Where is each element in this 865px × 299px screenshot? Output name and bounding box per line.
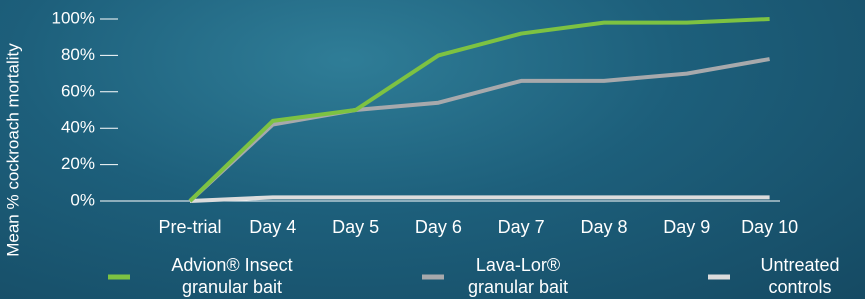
legend-label: controls xyxy=(768,277,831,297)
x-tick-label: Day 7 xyxy=(498,217,545,237)
y-tick-label: 80% xyxy=(61,45,95,64)
x-tick-label: Day 9 xyxy=(663,217,710,237)
y-tick-label: 40% xyxy=(61,118,95,137)
chart: Mean % cockroach mortality 0% 20% 40% 60% 80… xyxy=(0,0,865,299)
y-tick-label: 100% xyxy=(52,8,95,27)
y-tick-label: 20% xyxy=(61,154,95,173)
legend-label: Advion® Insect xyxy=(171,255,292,275)
legend-label: granular bait xyxy=(182,277,282,297)
series-line xyxy=(190,197,770,201)
series-line xyxy=(190,19,770,201)
legend-label: Lava-Lor® xyxy=(476,255,560,275)
x-tick-label: Day 10 xyxy=(741,217,798,237)
x-tick-label: Day 5 xyxy=(332,217,379,237)
y-tick-label: 0% xyxy=(70,190,95,209)
x-tick-label: Day 8 xyxy=(580,217,627,237)
legend-label: Untreated xyxy=(760,255,839,275)
series-line xyxy=(190,59,770,201)
x-tick-label: Day 6 xyxy=(415,217,462,237)
x-tick-label: Pre-trial xyxy=(158,217,221,237)
x-tick-label: Day 4 xyxy=(249,217,296,237)
y-tick-label: 60% xyxy=(61,81,95,100)
legend-label: granular bait xyxy=(468,277,568,297)
y-axis-title: Mean % cockroach mortality xyxy=(3,43,22,257)
chart-background: {"chart_data": {"type": "line", "y_label… xyxy=(0,0,865,299)
